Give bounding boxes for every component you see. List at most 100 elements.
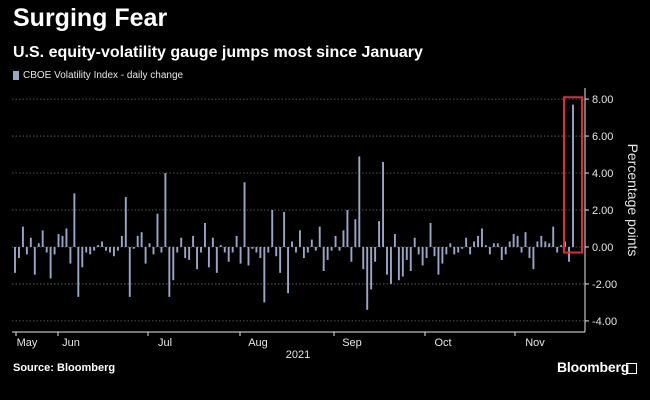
bar — [267, 246, 270, 253]
bar — [354, 219, 357, 247]
bar — [516, 235, 519, 247]
bar — [172, 246, 175, 281]
y-tick-label: -2.00 — [592, 279, 617, 291]
bar — [298, 230, 301, 247]
bar — [484, 245, 487, 247]
bar — [421, 246, 424, 266]
bar — [132, 246, 135, 249]
legend: CBOE Volatility Index - daily change — [13, 70, 183, 81]
x-tick-label: Jul — [158, 337, 172, 349]
bar — [532, 246, 535, 270]
bar — [18, 246, 20, 259]
bar — [322, 246, 325, 271]
bar — [176, 246, 179, 253]
bar — [342, 230, 345, 247]
bar — [81, 246, 84, 268]
bar — [397, 246, 400, 281]
bar — [326, 246, 329, 260]
bar — [508, 241, 511, 247]
x-tick-label: Aug — [248, 337, 268, 349]
bar — [207, 246, 210, 268]
bar — [465, 237, 468, 247]
bar — [564, 241, 567, 247]
bar — [97, 245, 100, 247]
bar — [382, 161, 384, 247]
bar — [227, 246, 230, 262]
bar — [192, 235, 195, 247]
bar — [520, 246, 523, 253]
bar — [425, 246, 428, 259]
bar — [196, 246, 198, 270]
y-axis-label: Percentage points — [625, 144, 641, 257]
bar — [492, 243, 495, 247]
y-tick-label: 2.00 — [592, 205, 613, 217]
bar — [572, 104, 574, 247]
bar — [441, 246, 444, 264]
bar — [366, 246, 369, 310]
bar — [77, 246, 80, 297]
bar — [14, 246, 16, 273]
x-tick-label: Oct — [434, 337, 451, 349]
bar — [116, 246, 119, 251]
bar — [279, 246, 282, 273]
bar — [314, 246, 317, 251]
bar — [306, 246, 309, 253]
highlight-box — [563, 96, 583, 254]
bar — [283, 211, 286, 247]
bar — [247, 246, 250, 266]
bar — [445, 246, 448, 255]
bar — [93, 246, 96, 251]
bar — [255, 246, 258, 253]
y-tick-label: -4.00 — [592, 316, 617, 328]
bar — [21, 226, 24, 247]
bar — [528, 246, 531, 259]
bar — [429, 222, 432, 247]
bar — [295, 246, 297, 253]
bar — [271, 210, 274, 247]
bar — [291, 241, 293, 247]
chart-title: Surging Fear — [13, 4, 168, 32]
bar — [481, 228, 483, 247]
y-tick-label: 8.00 — [592, 94, 613, 106]
bar — [488, 246, 491, 255]
bar — [41, 230, 44, 247]
bar — [160, 246, 163, 253]
bar — [473, 241, 476, 247]
bar — [215, 246, 218, 273]
bar — [243, 182, 246, 247]
bar — [235, 235, 238, 247]
bar — [461, 246, 464, 249]
bar — [136, 235, 139, 247]
bar — [251, 246, 254, 249]
x-tick-label: Nov — [525, 337, 545, 349]
bar — [524, 232, 527, 247]
bar — [101, 241, 104, 247]
bar — [231, 246, 234, 253]
bar — [200, 246, 202, 253]
bar — [49, 246, 52, 279]
x-axis-year-label: 2021 — [286, 349, 310, 361]
bar — [61, 235, 64, 247]
y-tick-label: 6.00 — [592, 131, 613, 143]
bar — [287, 246, 290, 294]
bar — [469, 246, 472, 255]
bar — [37, 243, 40, 247]
bloomberg-logo-mark-icon — [626, 363, 637, 374]
bar — [25, 246, 28, 255]
x-tick-label: Sep — [342, 337, 362, 349]
bar — [184, 246, 187, 259]
bar — [338, 246, 341, 251]
bar — [409, 246, 412, 271]
bar — [540, 235, 543, 247]
bar — [263, 246, 266, 303]
axes: 8.00 6.00 4.00 2.00 0.00 -2.00 -4.00 May Jun Jul A… — [12, 88, 617, 349]
bar — [330, 246, 333, 251]
bar — [112, 246, 115, 257]
bar — [346, 210, 349, 247]
bar — [85, 246, 88, 253]
bar — [378, 221, 381, 247]
bar — [310, 239, 313, 247]
bar — [536, 241, 539, 247]
x-tick-label: Jun — [62, 337, 80, 349]
bar — [512, 234, 515, 247]
